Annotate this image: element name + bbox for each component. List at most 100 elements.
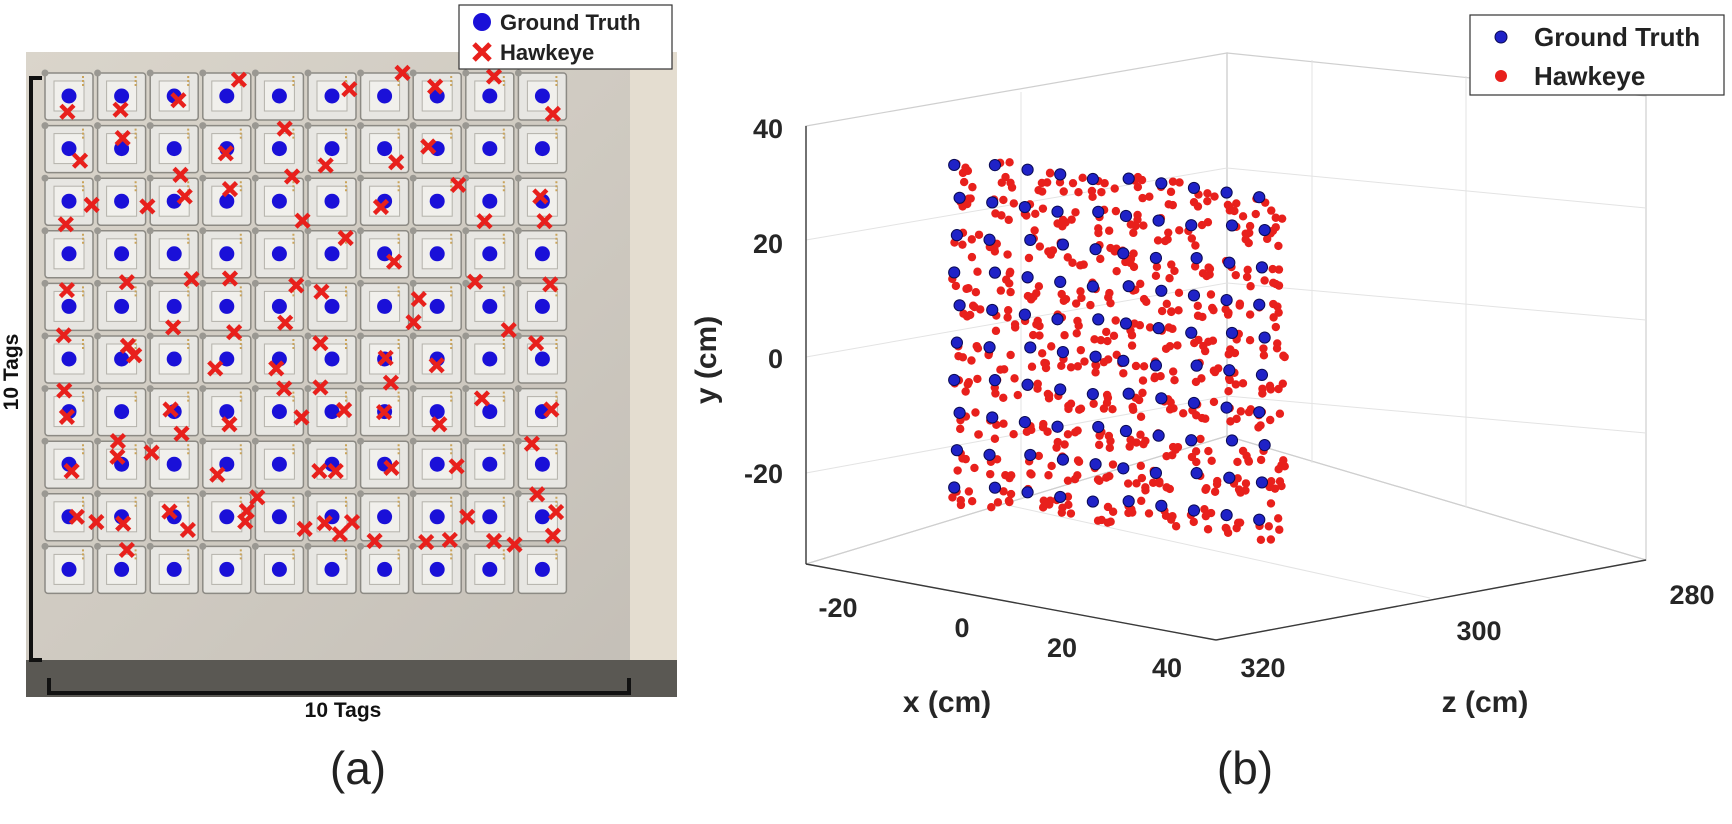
tag-connector: [462, 69, 470, 77]
tag-connector: [304, 122, 312, 130]
hawkeye-point: [173, 425, 190, 442]
legend-b-ground-truth-label: Ground Truth: [1534, 22, 1700, 52]
ground-truth-point-3d: [950, 336, 964, 349]
hawkeye-point: [221, 270, 239, 287]
hawkeye-point-3d: [1072, 329, 1081, 338]
tag-connector: [514, 122, 522, 130]
ground-truth-point-3d: [948, 158, 961, 172]
tag-connector: [514, 490, 522, 498]
hawkeye-point-3d: [1063, 476, 1073, 485]
ground-truth-point-3d: [983, 448, 996, 461]
hawkeye-point-3d: [967, 252, 977, 262]
hawkeye-point-3d: [1071, 208, 1080, 217]
hawkeye-point-3d: [1129, 405, 1138, 415]
hawkeye-point-3d: [1034, 451, 1043, 461]
hawkeye-point-3d: [1013, 390, 1023, 400]
hawkeye-point-3d: [961, 454, 970, 464]
hawkeye-point-3d: [1173, 341, 1182, 350]
hawkeye-markers-a: [55, 64, 565, 559]
hawkeye-point: [459, 508, 476, 525]
ground-truth-point-3d: [1024, 233, 1037, 247]
hawkeye-point: [56, 382, 73, 399]
ground-truth-point-3d: [1152, 322, 1165, 335]
hawkeye-point-3d: [1060, 440, 1069, 449]
hawkeye-point-3d: [1105, 471, 1114, 481]
ground-truth-point-3d: [1086, 172, 1099, 186]
ground-truth-point-3d: [1155, 284, 1168, 297]
tag-connector: [199, 490, 207, 498]
hawkeye-point-3d: [1258, 384, 1267, 393]
hawkeye-point-stroke: [114, 129, 131, 147]
tag-connector: [357, 542, 365, 550]
hawkeye-point-3d: [1155, 479, 1164, 488]
hawkeye-point-stroke: [312, 335, 329, 352]
ground-truth-point-3d: [1255, 368, 1269, 381]
hawkeye-point-3d: [1009, 430, 1018, 439]
tag-connector: [304, 542, 312, 550]
hawkeye-point-3d: [1241, 479, 1251, 488]
tag-connector: [462, 437, 470, 445]
ground-truth-point-3d: [1024, 341, 1037, 354]
hawkeye-point-3d: [1168, 367, 1178, 376]
ground-truth-point-3d: [1155, 499, 1168, 512]
hawkeye-point-stroke: [288, 277, 305, 294]
hawkeye-point-3d: [1222, 524, 1231, 533]
hawkeye-point-3d: [1245, 335, 1255, 345]
ground-truth-point-3d: [948, 481, 961, 494]
y-dimension-label: 10 Tags: [0, 334, 23, 411]
hawkeye-point-3d: [1070, 474, 1080, 484]
tag-connector: [94, 174, 102, 182]
hawkeye-point-3d: [959, 177, 969, 187]
hawkeye-point-3d: [1139, 439, 1148, 449]
hawkeye-point-stroke: [327, 462, 344, 480]
hawkeye-point-3d: [1139, 362, 1149, 371]
ground-truth-point-3d: [1021, 378, 1034, 391]
hawkeye-point-3d: [1123, 479, 1133, 488]
ground-truth-point-3d: [986, 411, 999, 424]
hawkeye-point-3d: [1193, 301, 1202, 311]
tag-connector: [357, 437, 365, 445]
photo-right-wall: [630, 52, 677, 697]
hawkeye-point-stroke: [237, 513, 254, 530]
ground-truth-point-3d: [1089, 458, 1102, 471]
tag-connector: [41, 227, 49, 235]
ground-truth-point-3d: [1220, 401, 1233, 414]
hawkeye-point-3d: [1236, 407, 1246, 416]
hawkeye-point: [217, 145, 234, 162]
hawkeye-point-3d: [1210, 487, 1220, 496]
hawkeye-point-3d: [1044, 247, 1053, 256]
ground-truth-point-3d: [1086, 387, 1099, 401]
hawkeye-point-3d: [993, 498, 1003, 507]
hawkeye-point-3d: [1076, 287, 1085, 296]
hawkeye-point: [57, 216, 74, 233]
hawkeye-point-3d: [1003, 250, 1012, 259]
ground-truth-point: [482, 246, 498, 262]
hawkeye-point-3d: [1076, 345, 1086, 355]
tag-connector: [409, 385, 417, 393]
hawkeye-point-stroke: [441, 531, 458, 549]
hawkeye-point-3d: [1057, 361, 1066, 371]
ground-truth-point-3d: [1086, 495, 1099, 508]
hawkeye-point-3d: [1126, 220, 1136, 229]
hawkeye-point-stroke: [283, 168, 301, 185]
hawkeye-point-3d: [1091, 368, 1100, 377]
ground-truth-point-3d: [1018, 308, 1031, 321]
tag-connector: [146, 385, 154, 393]
ground-truth-point: [324, 298, 340, 314]
ground-truth-point-3d: [1225, 434, 1239, 447]
hawkeye-point-3d: [1175, 178, 1184, 187]
hawkeye-point-3d: [1245, 221, 1255, 231]
tag-connector: [251, 385, 259, 393]
ground-truth-point: [166, 561, 182, 577]
hawkeye-point-3d: [1162, 299, 1172, 309]
hawkeye-point-3d: [1207, 456, 1216, 466]
tag-connector: [41, 174, 49, 182]
tag-chip: [474, 343, 506, 375]
hawkeye-point: [179, 521, 196, 539]
hawkeye-point-3d: [1038, 204, 1048, 213]
hawkeye-point-stroke: [377, 349, 394, 367]
hawkeye-point-stroke: [394, 64, 411, 81]
hawkeye-point-3d: [1198, 312, 1207, 322]
hawkeye-point-3d: [961, 163, 970, 172]
hawkeye-point: [161, 503, 178, 520]
